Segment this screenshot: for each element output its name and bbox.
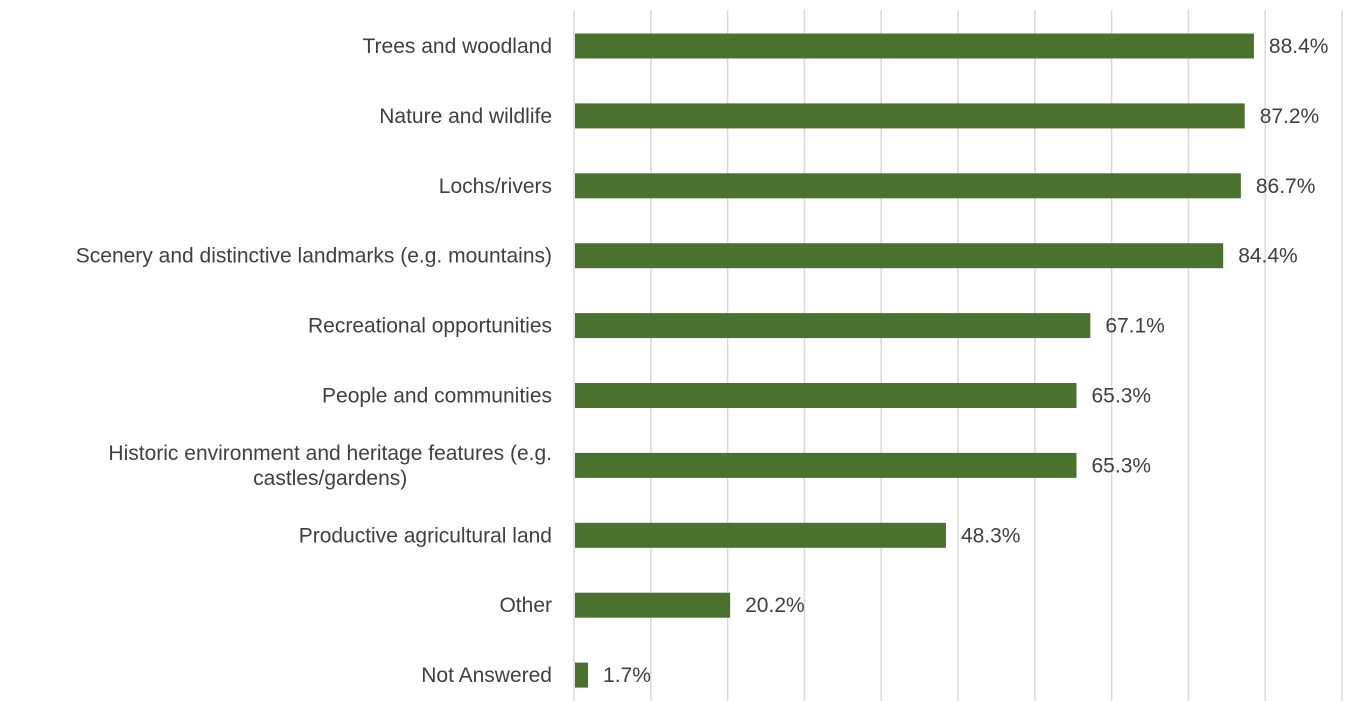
category-label-line: Nature and wildlife	[379, 105, 552, 128]
category-label-line: Scenery and distinctive landmarks (e.g. …	[76, 245, 552, 268]
category-label: Historic environment and heritage featur…	[108, 442, 552, 490]
category-label: Recreational opportunities	[308, 315, 552, 338]
value-label: 48.3%	[961, 524, 1021, 547]
category-label-line: Productive agricultural land	[299, 524, 552, 547]
category-label: Trees and woodland	[362, 35, 552, 58]
bar	[575, 33, 1254, 59]
bar	[575, 103, 1245, 129]
bar	[575, 173, 1241, 199]
category-label: People and communities	[322, 385, 552, 408]
value-label: 65.3%	[1092, 385, 1152, 408]
value-label: 20.2%	[745, 594, 805, 617]
category-label-line: Recreational opportunities	[308, 315, 552, 338]
bars	[575, 33, 1254, 688]
category-label-line: Other	[499, 594, 552, 617]
value-labels: 88.4% 87.2% 86.7% 84.4% 67.1% 65.3% 65.3% 48.3%…	[603, 35, 1328, 687]
bar	[575, 452, 1077, 478]
category-label-line: Not Answered	[421, 664, 552, 687]
value-label: 84.4%	[1238, 245, 1298, 268]
bar	[575, 662, 589, 688]
bar	[575, 383, 1077, 408]
category-label: Not Answered	[421, 664, 552, 687]
value-label: 67.1%	[1105, 315, 1165, 338]
value-label: 87.2%	[1260, 105, 1320, 128]
category-label-line: Historic environment and heritage featur…	[108, 442, 552, 465]
category-label: Lochs/rivers	[439, 175, 552, 198]
category-label: Scenery and distinctive landmarks (e.g. …	[76, 245, 552, 268]
value-label: 86.7%	[1256, 175, 1316, 198]
category-label: Nature and wildlife	[379, 105, 552, 128]
bar	[575, 592, 731, 618]
category-label: Productive agricultural land	[299, 524, 552, 547]
category-label-line: People and communities	[322, 385, 552, 408]
category-label-line: Trees and woodland	[362, 35, 552, 58]
bar	[575, 243, 1224, 269]
value-label: 1.7%	[603, 664, 651, 687]
category-label-line: castles/gardens)	[253, 467, 407, 490]
value-label: 88.4%	[1269, 35, 1329, 58]
category-label: Other	[499, 594, 552, 617]
category-labels: Trees and woodland Nature and wildlife Loc…	[76, 35, 552, 687]
value-label: 65.3%	[1092, 454, 1152, 477]
bar	[575, 522, 946, 548]
category-label-line: Lochs/rivers	[439, 175, 552, 198]
bar	[575, 313, 1091, 339]
